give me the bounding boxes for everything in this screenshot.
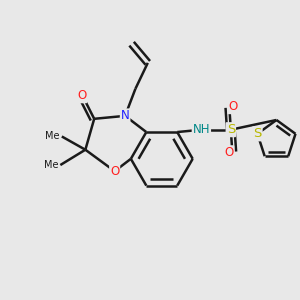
Text: O: O [110, 165, 119, 178]
Text: S: S [226, 123, 235, 136]
Text: S: S [253, 127, 262, 140]
Text: O: O [224, 146, 233, 159]
Text: Me: Me [45, 131, 60, 142]
Text: O: O [228, 100, 238, 113]
Text: Me: Me [44, 160, 58, 170]
Text: N: N [121, 110, 130, 122]
Text: O: O [77, 89, 86, 102]
Text: NH: NH [193, 123, 210, 136]
